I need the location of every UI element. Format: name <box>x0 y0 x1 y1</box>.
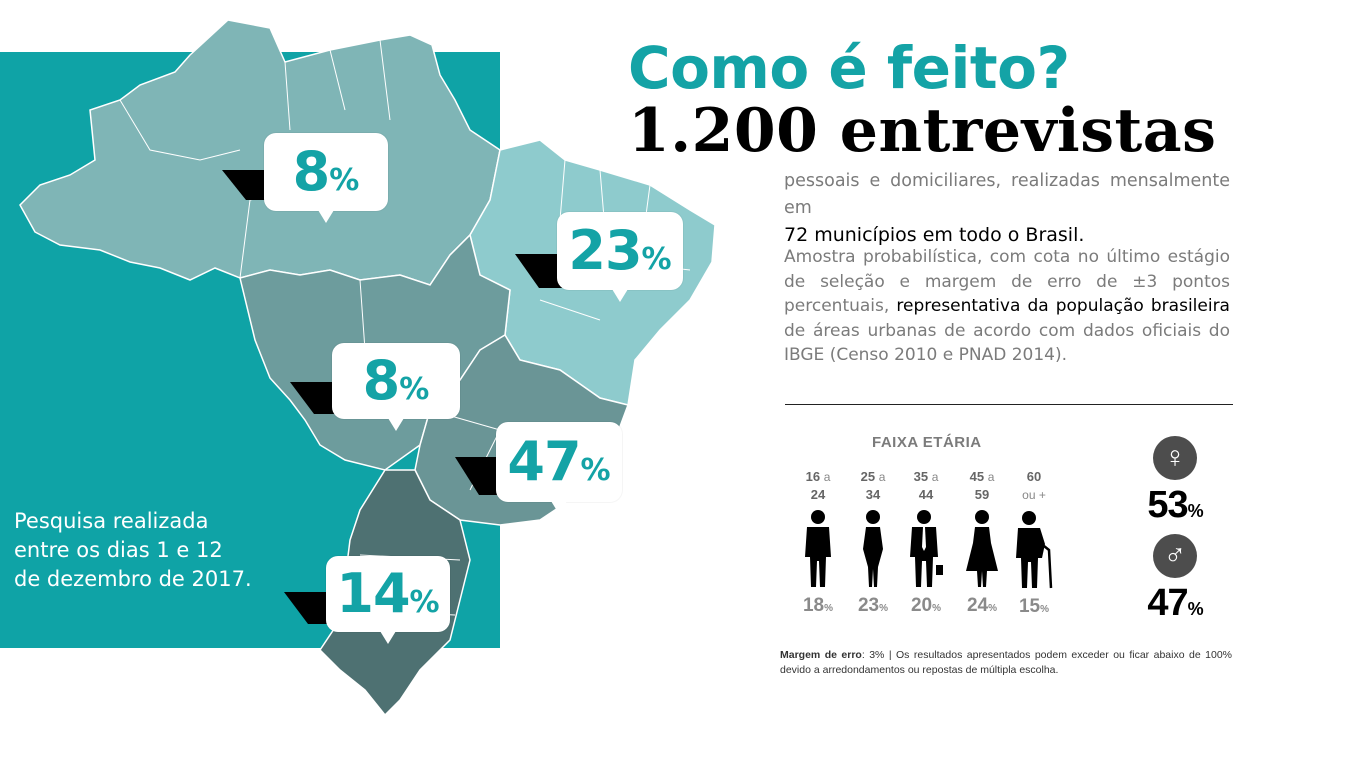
footnote: Margem de erro: 3% | Os resultados apres… <box>780 648 1232 678</box>
age-group: 45 a 59 24% <box>957 468 1007 617</box>
region-value: 14 <box>336 562 410 625</box>
region-value: 8 <box>362 349 401 412</box>
age-joiner: a <box>931 470 939 484</box>
region-bubble-southeast: 47% <box>496 422 622 514</box>
female-symbol-icon: ♀ <box>1153 436 1197 480</box>
age-range: 25 a 34 <box>848 468 898 503</box>
age-percentage: 23% <box>848 595 898 617</box>
region-bubble-north: 8% <box>264 133 388 223</box>
survey-period-note: Pesquisa realizada entre os dias 1 e 12 … <box>14 507 284 594</box>
survey-note-line: entre os dias 1 e 12 <box>14 538 223 562</box>
region-bubble-midwest: 8% <box>332 343 460 431</box>
region-unit: % <box>641 242 672 277</box>
footnote-text: : 3% | Os resultados apresentados podem … <box>780 649 1232 676</box>
headline: 1.200 entrevistas <box>628 96 1217 166</box>
description-intro: pessoais e domiciliares, realizadas mens… <box>784 168 1230 249</box>
age-from: 16 <box>805 469 821 484</box>
region-unit: % <box>399 372 430 407</box>
person-woman-dress-icon <box>966 510 998 587</box>
description-line: pessoais e domiciliares, realizadas mens… <box>784 171 1230 218</box>
gender-female-value: 53% <box>1130 484 1220 527</box>
age-pct-value: 23 <box>857 595 880 616</box>
age-from: 25 <box>860 469 876 484</box>
age-pct-value: 20 <box>910 595 933 616</box>
age-to: 34 <box>865 487 881 502</box>
age-pct-unit: % <box>824 603 834 614</box>
gender-female: ♀ 53% <box>1130 436 1220 527</box>
region-unit: % <box>409 585 440 620</box>
age-pct-unit: % <box>1040 604 1050 615</box>
region-unit: % <box>580 453 611 488</box>
age-joiner: a <box>987 470 995 484</box>
map-state-borders-north <box>119 39 391 279</box>
page-title: Como é feito? <box>628 34 1070 102</box>
age-range: 35 a 44 <box>901 468 951 503</box>
age-group: 16 a 24 18% <box>793 468 843 617</box>
region-bubble-south: 14% <box>326 556 450 644</box>
map-region-north <box>19 19 501 286</box>
person-young-woman-icon <box>863 510 883 587</box>
male-pct-value: 47 <box>1147 582 1188 624</box>
person-businessman-icon <box>910 510 943 587</box>
age-from: 35 <box>913 469 929 484</box>
age-to: 24 <box>810 487 826 502</box>
age-pct-unit: % <box>879 603 889 614</box>
age-pct-value: 15 <box>1018 596 1041 617</box>
survey-note-line: de dezembro de 2017. <box>14 567 252 591</box>
age-group: 25 a 34 23% <box>848 468 898 617</box>
age-range: 60 ou + <box>1009 468 1059 504</box>
age-percentage: 20% <box>901 595 951 617</box>
survey-note-line: Pesquisa realizada <box>14 509 209 533</box>
region-value: 23 <box>568 219 642 282</box>
region-bubble-northeast: 23% <box>557 212 683 302</box>
age-from: 45 <box>969 469 985 484</box>
person-young-man-icon <box>805 510 831 587</box>
age-pct-unit: % <box>932 603 942 614</box>
male-symbol-icon: ♂ <box>1153 534 1197 578</box>
methodology-text: Amostra probabilística, com cota no últi… <box>784 247 1230 316</box>
age-to: 59 <box>974 487 990 502</box>
age-pct-unit: % <box>988 603 998 614</box>
age-pct-value: 24 <box>966 595 989 616</box>
region-value: 47 <box>507 430 581 493</box>
female-pct-value: 53 <box>1147 484 1188 526</box>
age-to: 44 <box>918 487 934 502</box>
region-unit: % <box>329 163 360 198</box>
person-elderly-cane-icon <box>1016 511 1053 589</box>
age-group: 60 ou + 15% <box>1009 468 1059 618</box>
description-highlight-line: 72 municípios em todo o Brasil. <box>784 224 1085 246</box>
age-range: 45 a 59 <box>957 468 1007 503</box>
female-pct-unit: % <box>1187 501 1204 521</box>
region-value: 8 <box>292 140 331 203</box>
age-percentage: 24% <box>957 595 1007 617</box>
age-percentage: 18% <box>793 595 843 617</box>
gender-male: ♂ 47% <box>1130 534 1220 625</box>
age-from: 60 <box>1026 469 1042 484</box>
gender-male-value: 47% <box>1130 582 1220 625</box>
age-joiner: a <box>823 470 831 484</box>
divider-line <box>785 404 1233 405</box>
age-group: 35 a 44 20% <box>901 468 951 617</box>
age-pct-value: 18 <box>802 595 825 616</box>
age-section-title: FAIXA ETÁRIA <box>872 434 982 451</box>
age-joiner: a <box>878 470 886 484</box>
description-methodology: Amostra probabilística, com cota no últi… <box>784 245 1230 368</box>
age-range: 16 a 24 <box>793 468 843 503</box>
methodology-text: de áreas urbanas de acordo com dados ofi… <box>784 320 1230 366</box>
methodology-highlight: representativa da população brasileira <box>896 296 1230 316</box>
age-to: ou + <box>1022 488 1046 502</box>
age-percentage: 15% <box>1009 596 1059 618</box>
footnote-label: Margem de erro <box>780 649 862 661</box>
male-pct-unit: % <box>1187 599 1204 619</box>
